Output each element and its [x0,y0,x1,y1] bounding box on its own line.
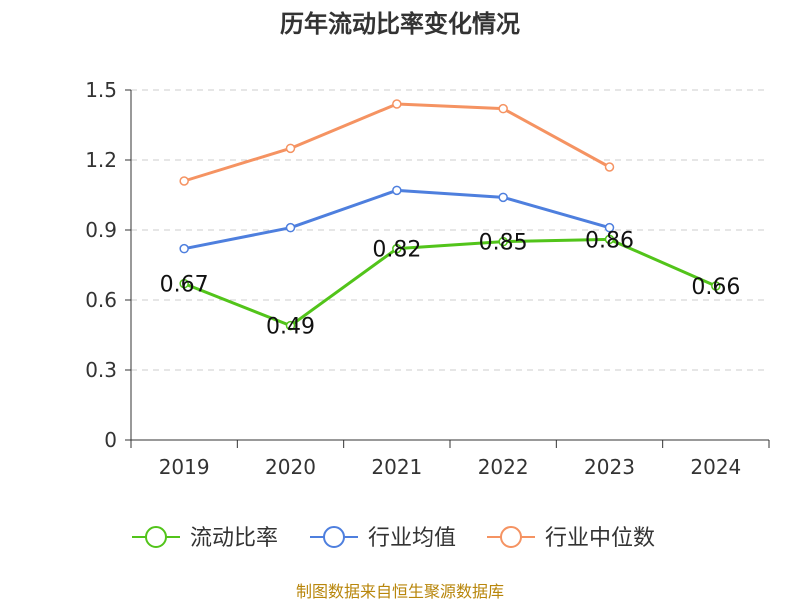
series-line-2 [183,102,611,183]
legend: 流动比率 行业均值 行业中位数 [132,526,655,551]
legend-marker [500,526,522,548]
series-lines [183,102,717,328]
x-tick-label: 2021 [371,455,422,479]
data-point [604,234,615,245]
x-tick-label: 2024 [690,455,741,479]
data-label: 0.66 [691,275,740,300]
data-point [604,162,615,172]
data-point [285,222,296,233]
data-point [392,99,402,109]
legend-marker [323,526,345,548]
data-point [498,103,508,114]
data-point [285,143,296,154]
x-tick-label: 2019 [159,455,210,479]
y-tick-label: 0.6 [85,288,117,312]
legend-label: 流动比率 [190,526,278,551]
y-tick-label: 0 [104,428,117,452]
data-point [179,243,189,254]
data-point [392,243,402,254]
data-label: 0.82 [372,238,421,263]
series-line-0 [183,237,717,328]
y-tick-label: 1.5 [85,78,117,102]
x-tick-label: 2020 [265,455,316,479]
legend-label: 行业中位数 [545,526,655,551]
x-tick-label: 2023 [584,455,635,479]
data-labels: 0.67 0.49 0.82 0.85 0.86 0.66 [160,228,741,339]
y-tick-label: 0.3 [85,358,117,382]
data-point [179,176,189,186]
legend-marker [145,526,167,548]
data-point [285,320,296,331]
y-tick-label: 1.2 [85,148,117,172]
x-tick-label: 2022 [478,455,529,479]
data-point [392,185,402,196]
axes: 0 0.3 0.6 0.9 1.2 1.5 2019 2020 2021 2022 2023 2024 [85,78,770,479]
data-label: 0.49 [266,315,315,340]
data-label: 0.67 [160,273,209,298]
grid-lines [131,89,769,371]
data-label: 0.86 [585,228,634,253]
data-point [179,278,189,289]
chart-title: 历年流动比率变化情况 [280,10,520,38]
series-points [179,99,721,331]
data-point [711,281,721,291]
data-point [604,222,615,233]
data-label: 0.85 [479,231,528,256]
source-note: 制图数据来自恒生聚源数据库 [295,582,504,601]
y-tick-label: 0.9 [85,218,117,242]
legend-label: 行业均值 [368,526,456,551]
data-point [498,236,508,247]
data-point [498,192,508,203]
